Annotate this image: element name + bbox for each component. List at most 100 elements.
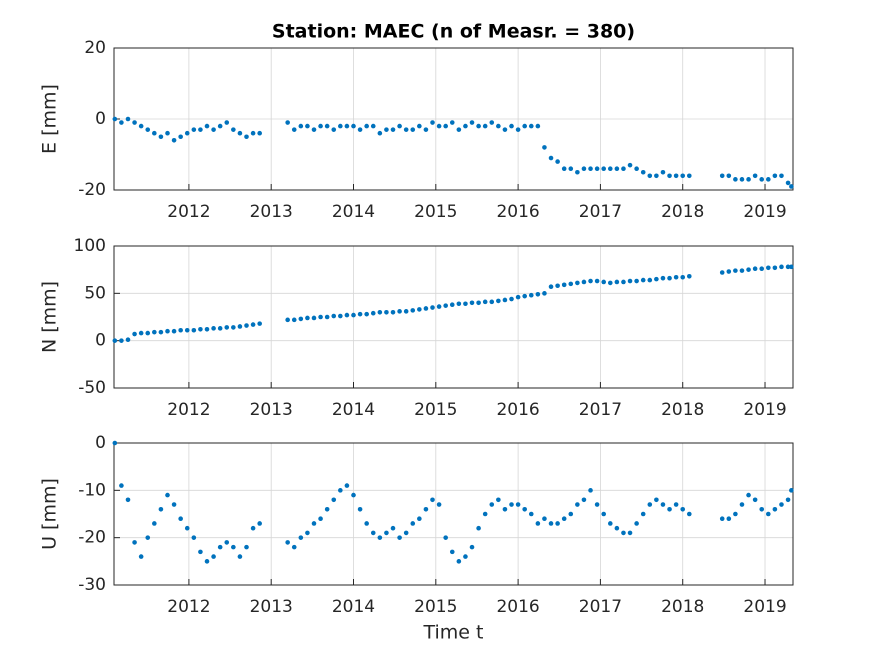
- point: [739, 177, 745, 182]
- y-axis-label: U [mm]: [39, 478, 61, 550]
- point: [171, 502, 177, 507]
- x-tick-label: 2015: [414, 202, 457, 222]
- point: [364, 123, 369, 129]
- x-tick-label: 2016: [496, 597, 539, 617]
- point: [145, 535, 151, 540]
- point: [250, 322, 256, 327]
- point: [410, 521, 416, 526]
- point: [204, 327, 210, 332]
- point: [132, 331, 137, 337]
- point: [231, 127, 236, 132]
- point: [607, 166, 613, 171]
- point: [634, 278, 639, 284]
- x-tick-label: 2017: [579, 400, 622, 420]
- point: [673, 173, 679, 179]
- point: [324, 123, 330, 129]
- point: [224, 325, 230, 330]
- point: [370, 123, 376, 129]
- point: [397, 535, 402, 540]
- point: [581, 166, 587, 171]
- point: [403, 127, 409, 132]
- point: [561, 282, 567, 288]
- point: [125, 497, 131, 503]
- point: [660, 275, 666, 281]
- point: [502, 506, 508, 512]
- point: [305, 123, 310, 129]
- point: [364, 311, 369, 317]
- point: [759, 506, 765, 512]
- point: [568, 166, 574, 171]
- point: [621, 530, 626, 536]
- point: [244, 323, 249, 328]
- point: [285, 120, 290, 125]
- point: [138, 123, 144, 129]
- point: [152, 130, 157, 136]
- point: [384, 309, 389, 315]
- point: [456, 301, 462, 307]
- point: [145, 330, 151, 336]
- point: [680, 274, 686, 280]
- x-tick-label: 2012: [167, 400, 210, 420]
- point: [594, 278, 600, 284]
- point: [390, 309, 396, 315]
- x-tick-label: 2017: [579, 202, 622, 222]
- point: [509, 296, 514, 302]
- point: [581, 279, 587, 285]
- point: [132, 540, 137, 545]
- y-axis-label: N [mm]: [39, 281, 61, 353]
- point: [654, 173, 659, 179]
- point: [509, 123, 514, 129]
- point: [515, 127, 521, 132]
- y-tick-label: 0: [95, 331, 106, 351]
- point: [647, 502, 653, 507]
- point: [191, 127, 197, 132]
- point: [719, 173, 725, 179]
- point: [152, 521, 157, 526]
- point: [357, 311, 363, 317]
- x-tick-label: 2014: [332, 597, 375, 617]
- point: [449, 549, 455, 555]
- point: [528, 511, 534, 517]
- point: [449, 120, 455, 125]
- point: [224, 120, 230, 125]
- x-tick-label: 2019: [743, 597, 786, 617]
- point: [621, 279, 626, 285]
- point: [237, 130, 243, 136]
- x-tick-label: 2015: [414, 597, 457, 617]
- point: [112, 440, 118, 446]
- point: [257, 321, 262, 326]
- point: [733, 511, 738, 517]
- point: [673, 502, 679, 507]
- point: [640, 277, 646, 283]
- point: [344, 483, 350, 488]
- point: [237, 554, 243, 559]
- point: [568, 281, 574, 287]
- point: [469, 120, 475, 125]
- point: [686, 511, 692, 517]
- point: [469, 544, 475, 550]
- point: [542, 291, 547, 296]
- point: [384, 127, 389, 132]
- point: [561, 516, 567, 522]
- point: [594, 502, 600, 507]
- point: [686, 173, 692, 179]
- plot-area: [113, 442, 794, 586]
- point: [542, 145, 547, 150]
- point: [217, 123, 223, 129]
- point: [476, 525, 481, 531]
- point: [311, 127, 317, 132]
- point: [456, 559, 462, 564]
- point: [719, 270, 725, 275]
- point: [145, 127, 151, 132]
- point: [575, 280, 580, 286]
- point: [430, 120, 435, 125]
- x-tick-label: 2014: [332, 202, 375, 222]
- point: [469, 300, 475, 306]
- point: [436, 123, 442, 129]
- point: [224, 540, 230, 545]
- point: [640, 169, 646, 175]
- point: [311, 521, 317, 526]
- point: [463, 554, 468, 559]
- point: [430, 305, 435, 310]
- point: [364, 521, 369, 526]
